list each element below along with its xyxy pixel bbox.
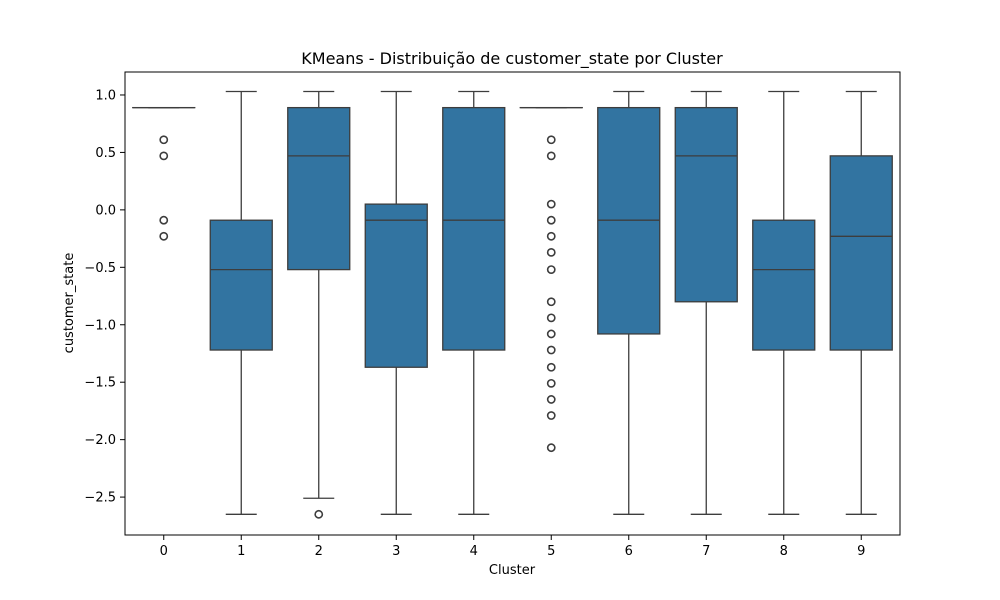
outlier-point [546,362,556,372]
box-group-0 [132,106,196,241]
box [287,106,351,271]
box-group-6 [597,90,661,515]
y-tick-label: −0.5 [84,261,116,276]
outlier-point [546,135,556,145]
outlier-point [546,247,556,257]
x-tick-label: 3 [392,544,400,559]
outlier-point [314,509,324,519]
outlier-point [546,395,556,404]
chart-title: KMeans - Distribuição de customer_state … [301,49,723,69]
outlier-point [546,329,556,339]
box [209,219,273,351]
x-tick-label: 4 [470,544,478,559]
outlier-point [546,199,556,209]
y-axis: 1.0 0.5 0.0 −0.5 −1.0 −1.5 −2.0 −2.5 [84,88,125,506]
x-tick-label: 0 [160,544,168,559]
box-group-9 [829,90,893,515]
outlier-point [546,313,556,323]
box-group-4 [442,90,506,515]
y-tick-label: 0.5 [95,146,116,161]
outlier-point [546,378,556,388]
box-group-7 [674,90,738,515]
x-tick-label: 9 [857,544,865,559]
box-group-1 [209,90,273,515]
outlier-point [546,231,556,241]
box [829,155,893,351]
box-group-5 [519,106,583,453]
outlier-point [546,297,556,307]
y-tick-label: 0.0 [95,203,116,218]
y-tick-label: −1.0 [84,318,116,333]
outlier-point [159,215,169,225]
outlier-point [159,135,169,145]
box [674,106,738,303]
x-tick-label: 2 [315,544,323,559]
box [364,203,428,368]
box-group-8 [752,90,816,515]
outlier-point [546,151,556,161]
outlier-point [159,151,169,161]
x-tick-label: 6 [625,544,633,559]
x-tick-label: 8 [780,544,788,559]
x-tick-label: 7 [702,544,710,559]
box [442,106,506,351]
outlier-point [546,215,556,225]
x-tick-label: 5 [547,544,555,559]
y-tick-label: 1.0 [95,88,116,103]
x-tick-label: 1 [237,544,245,559]
x-axis: 0 1 2 3 4 5 6 7 8 9 [160,535,865,559]
y-tick-label: −2.0 [84,433,116,448]
box-group-3 [364,90,428,515]
y-tick-label: −2.5 [84,491,116,506]
x-axis-label: Cluster [489,563,536,578]
plot-frame [124,71,901,536]
outlier-point [546,443,556,453]
outlier-point [159,231,169,241]
y-tick-label: −1.5 [84,376,116,391]
plot-area [124,71,901,536]
outlier-point [546,265,556,275]
outlier-point [546,411,556,420]
outlier-point [546,345,556,355]
box [752,219,816,351]
y-axis-label: customer_state [62,253,77,354]
box-group-2 [287,90,351,519]
